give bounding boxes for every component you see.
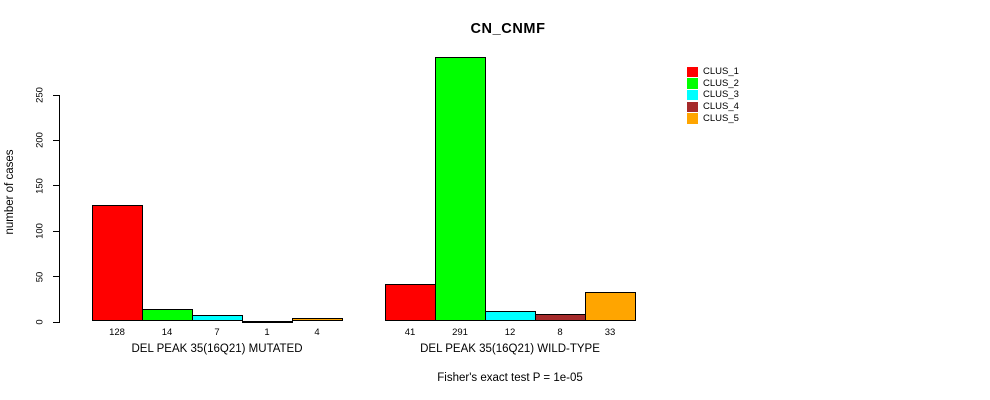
legend: CLUS_1 CLUS_2 CLUS_3 CLUS_4 CLUS_5	[687, 66, 739, 124]
legend-label: CLUS_2	[703, 77, 739, 89]
y-axis-tick-label: 250	[34, 87, 46, 103]
y-axis-tick-label: 200	[34, 132, 46, 149]
bar-clus_1-group1	[92, 205, 143, 322]
legend-label: CLUS_3	[703, 89, 739, 101]
bar-value-label: 33	[604, 326, 616, 338]
y-axis-tick-label: 100	[34, 223, 46, 240]
bar-clus_3-group1	[192, 315, 243, 322]
x-category-label-mutated: DEL PEAK 35(16Q21) MUTATED	[131, 343, 303, 355]
y-axis-tick	[52, 321, 59, 323]
legend-swatch-icon	[687, 66, 698, 78]
bar-clus_5-group2	[585, 291, 636, 322]
legend-label: CLUS_1	[703, 66, 739, 78]
bar-clus_4-group2	[535, 314, 586, 322]
x-category-label-wildtype: DEL PEAK 35(16Q21) WILD-TYPE	[420, 343, 600, 355]
bar-clus_1-group2	[385, 284, 436, 322]
legend-item-clus_1: CLUS_1	[687, 66, 739, 78]
legend-label: CLUS_4	[703, 101, 739, 113]
y-axis-tick	[52, 185, 59, 187]
legend-item-clus_2: CLUS_2	[687, 78, 739, 90]
bar-clus_2-group2	[435, 57, 486, 322]
bar-value-label: 12	[504, 326, 516, 338]
legend-label: CLUS_5	[703, 112, 739, 124]
bar-value-label: 8	[557, 326, 563, 338]
legend-swatch-icon	[687, 78, 698, 89]
y-axis-tick-label: 150	[34, 177, 46, 194]
y-axis-tick	[52, 230, 59, 232]
bar-value-label: 1	[264, 326, 270, 338]
y-axis-label: number of cases	[4, 149, 16, 235]
y-axis-tick-label: 50	[34, 271, 46, 282]
y-axis-tick	[52, 276, 59, 278]
y-axis-tick	[52, 139, 59, 141]
y-axis-tick-label: 0	[34, 319, 46, 325]
legend-swatch-icon	[687, 101, 698, 113]
chart-title: CN_CNMF	[470, 21, 546, 37]
legend-swatch-icon	[687, 89, 698, 101]
bar-value-label: 291	[452, 326, 468, 338]
legend-swatch-icon	[687, 113, 698, 124]
bar-clus_2-group1	[142, 308, 193, 322]
fisher-test-annotation: Fisher's exact test P = 1e-05	[437, 372, 583, 384]
legend-item-clus_4: CLUS_4	[687, 101, 739, 113]
bar-value-label: 41	[404, 326, 416, 338]
bar-value-label: 128	[109, 326, 125, 338]
bar-value-label: 14	[161, 326, 173, 338]
y-axis-tick	[52, 94, 59, 96]
bar-clus_5-group1	[292, 317, 343, 322]
bar-value-label: 7	[214, 326, 220, 338]
legend-item-clus_3: CLUS_3	[687, 89, 739, 101]
legend-item-clus_5: CLUS_5	[687, 113, 739, 125]
bar-clus_4-group1	[242, 320, 293, 323]
bar-value-label: 4	[314, 326, 320, 338]
y-axis-line	[58, 94, 60, 323]
bar-clus_3-group2	[485, 310, 536, 322]
